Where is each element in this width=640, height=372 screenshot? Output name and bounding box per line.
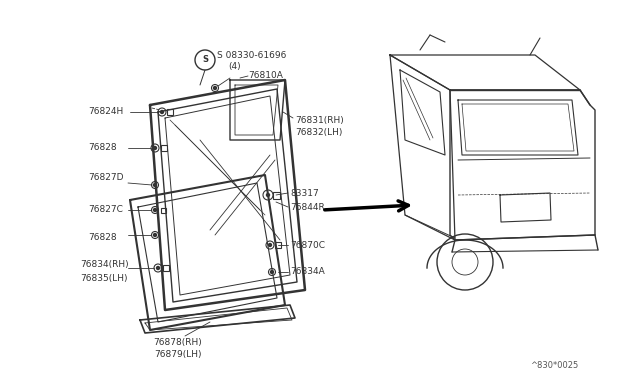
Circle shape [154, 147, 157, 150]
Text: 76824H: 76824H [88, 108, 124, 116]
Circle shape [269, 244, 271, 247]
Text: 83317: 83317 [290, 189, 319, 198]
Circle shape [157, 266, 159, 269]
Circle shape [154, 208, 157, 212]
Text: 76879(LH): 76879(LH) [154, 350, 202, 359]
Bar [161, 145, 167, 151]
Bar [273, 192, 280, 199]
Text: 76878(RH): 76878(RH) [154, 337, 202, 346]
Text: 76810A: 76810A [248, 71, 283, 80]
Text: 76828: 76828 [88, 234, 116, 243]
Text: 76827C: 76827C [88, 205, 123, 215]
Circle shape [266, 193, 269, 196]
Bar [161, 208, 166, 212]
Text: S: S [202, 55, 208, 64]
Bar [163, 265, 169, 271]
Text: (4): (4) [228, 62, 241, 71]
Circle shape [154, 234, 157, 237]
Text: 76831(RH): 76831(RH) [295, 115, 344, 125]
Text: 76844R: 76844R [290, 202, 324, 212]
Text: 76834A: 76834A [290, 267, 324, 276]
Text: S 08330-61696: S 08330-61696 [217, 51, 286, 61]
Text: 76832(LH): 76832(LH) [295, 128, 342, 138]
Text: 76827D: 76827D [88, 173, 124, 183]
Circle shape [154, 183, 157, 186]
Bar [275, 242, 281, 248]
Circle shape [271, 270, 273, 273]
Text: 76835(LH): 76835(LH) [80, 273, 127, 282]
Circle shape [161, 110, 163, 113]
Text: 76828: 76828 [88, 144, 116, 153]
Text: 76870C: 76870C [290, 241, 325, 250]
Text: ^830*0025: ^830*0025 [530, 360, 579, 369]
Circle shape [214, 87, 216, 90]
Text: 76834(RH): 76834(RH) [80, 260, 129, 269]
Bar [167, 109, 173, 115]
